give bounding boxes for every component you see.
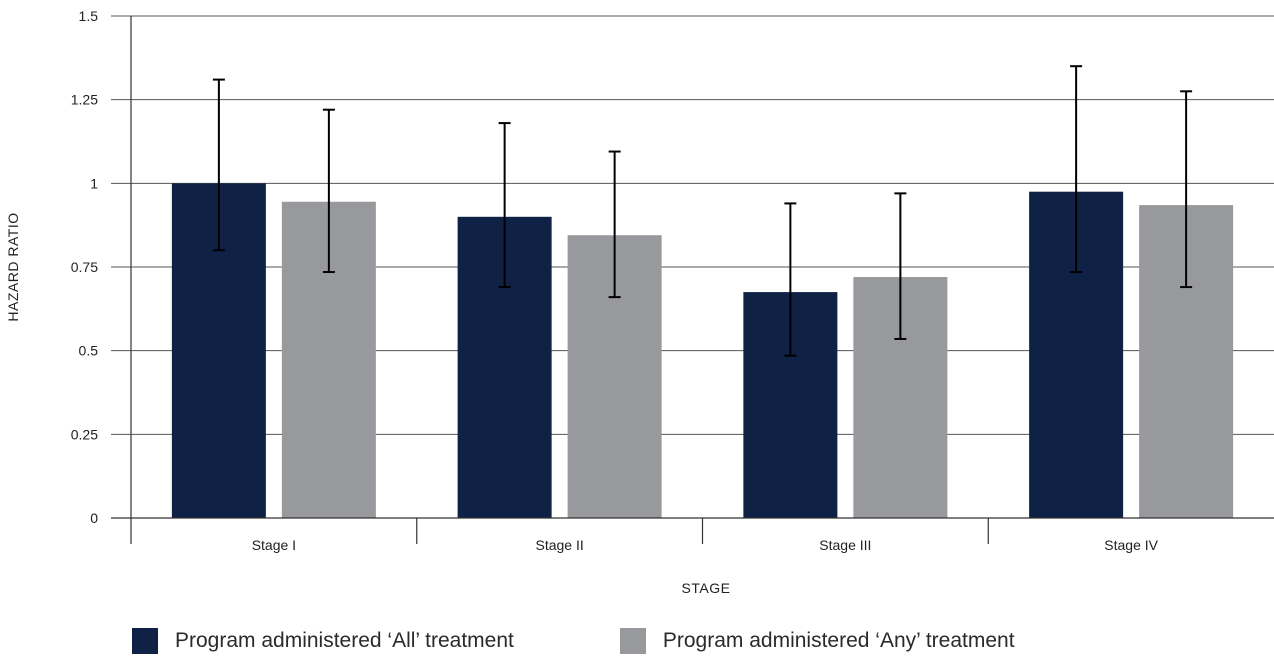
x-tick-label: Stage III — [819, 537, 871, 553]
bar-chart: 0 0.25 0.5 0.75 1 1.25 1.5 Stage I Stage II Stage… — [5, 8, 1274, 596]
legend-label-any: Program administered ‘Any’ treatment — [662, 629, 1015, 652]
legend-item-any: Program administered ‘Any’ treatment — [619, 628, 1015, 654]
x-tick-label: Stage IV — [1104, 537, 1158, 553]
y-tick-label: 0.25 — [71, 426, 98, 442]
error-bars — [212, 65, 1193, 357]
legend-item-all: Program administered ‘All’ treatment — [132, 628, 514, 654]
y-tick-label: 0 — [90, 510, 98, 526]
y-tick-label: 1.5 — [79, 8, 99, 24]
axis-labels: 0 0.25 0.5 0.75 1 1.25 1.5 Stage I Stage II Stage… — [71, 8, 1159, 553]
axes — [111, 16, 1274, 544]
legend-swatch-any — [619, 628, 646, 654]
y-tick-label: 1 — [90, 175, 98, 191]
legend-swatch-all — [132, 628, 158, 654]
legend: Program administered ‘All’ treatment Pro… — [132, 626, 1121, 656]
y-axis-title: HAZARD RATIO — [5, 212, 21, 321]
legend-label-all: Program administered ‘All’ treatment — [175, 629, 514, 652]
y-tick-label: 1.25 — [71, 92, 98, 108]
y-tick-label: 0.5 — [79, 343, 99, 359]
x-axis-title: STAGE — [682, 580, 731, 596]
x-tick-label: Stage I — [252, 537, 296, 553]
x-tick-label: Stage II — [535, 537, 583, 553]
y-tick-label: 0.75 — [71, 259, 98, 275]
